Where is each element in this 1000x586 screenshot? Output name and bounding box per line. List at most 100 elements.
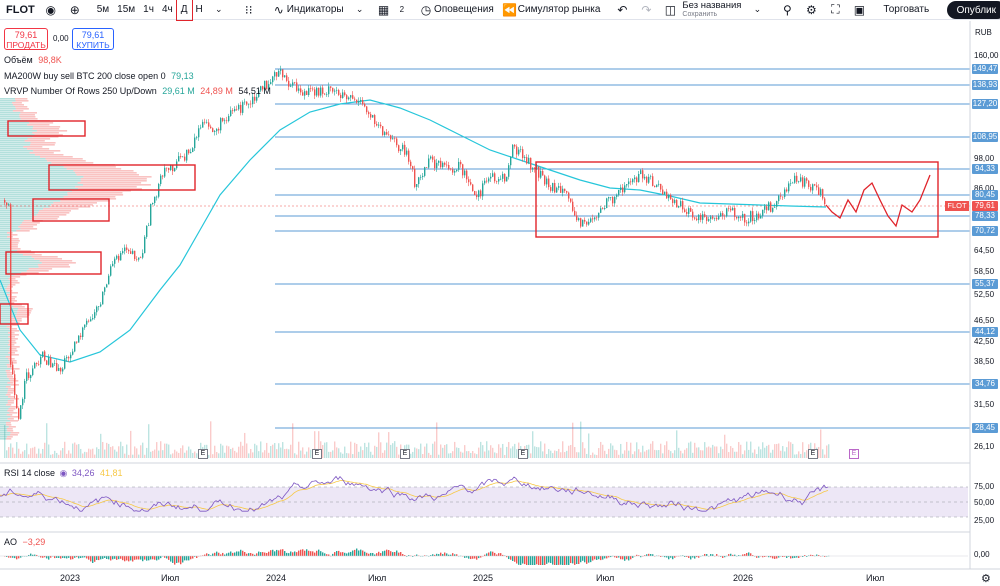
interval-15m[interactable]: 15м — [117, 4, 136, 15]
ao-histogram-bar — [28, 554, 30, 556]
fullscreen-icon[interactable]: ⛶ — [831, 2, 840, 16]
earnings-event-marker[interactable]: E — [312, 449, 322, 459]
currency-label[interactable]: RUB — [975, 28, 992, 37]
ao-legend[interactable]: AO −3,29 — [4, 537, 45, 547]
symbol-search[interactable]: FLOT — [6, 3, 35, 16]
ao-histogram-bar — [308, 550, 310, 556]
volume-bar — [724, 434, 726, 458]
indicators-dropdown-icon[interactable]: ⌄ — [355, 4, 364, 14]
settings-gear-icon[interactable]: ⚙ — [806, 2, 817, 17]
interval-4h[interactable]: 4ч — [161, 4, 173, 15]
level-tag[interactable]: 44,12 — [972, 327, 998, 337]
templates-icon[interactable]: ▦ — [377, 2, 390, 17]
level-tag[interactable]: 34,76 — [972, 379, 998, 389]
earnings-event-marker[interactable]: E — [808, 449, 818, 459]
interval-dropdown-icon[interactable]: ⌄ — [214, 4, 223, 14]
level-tag[interactable]: 55,37 — [972, 279, 998, 289]
camera-icon[interactable]: ▣ — [853, 2, 866, 17]
ao-histogram-bar — [476, 556, 478, 560]
ao-pane[interactable] — [0, 548, 968, 565]
candle-body — [368, 112, 370, 115]
candle-body — [318, 87, 320, 96]
chart-type-icon[interactable]: ⁝⁝ — [244, 2, 253, 17]
vrvp-legend[interactable]: VRVP Number Of Rows 250 Up/Down 29,61 M … — [4, 86, 271, 96]
pane-separators[interactable] — [0, 21, 1000, 570]
volume-profile-up-bar — [0, 218, 32, 220]
candle-body — [764, 206, 766, 210]
redo-icon[interactable]: ↷ — [641, 2, 652, 17]
earnings-event-marker[interactable]: E — [400, 449, 410, 459]
level-tag[interactable]: 80,45 — [972, 190, 998, 200]
ao-histogram-bar — [434, 554, 436, 556]
volume-profile-down-bar — [18, 226, 34, 228]
level-tag[interactable]: 28,45 — [972, 423, 998, 433]
level-tag[interactable]: 138,93 — [972, 80, 998, 90]
level-tag[interactable]: 108,95 — [972, 132, 998, 142]
interval-1h[interactable]: 1ч — [143, 4, 154, 15]
compare-add-icon[interactable]: ⊕ — [69, 2, 80, 17]
future-earnings-event-marker[interactable]: E — [849, 449, 859, 459]
level-tag[interactable]: 127,20 — [972, 99, 998, 109]
ao-histogram-bar — [432, 554, 434, 556]
annotation-boxes-layer[interactable] — [0, 120, 939, 325]
watchlist-icon[interactable]: ◉ — [45, 2, 56, 17]
indicators-button[interactable]: ∿ Индикаторы — [267, 0, 348, 20]
ao-histogram-bar — [260, 552, 262, 556]
rsi-settings-icon[interactable]: ◉ — [59, 468, 68, 478]
ao-histogram-bar — [442, 554, 444, 556]
volume-profile-up-bar — [0, 294, 7, 296]
interval-week[interactable]: Н — [195, 4, 203, 15]
layout-button[interactable]: ◫ Без названия Сохранить — [658, 0, 745, 20]
level-tag[interactable]: 78,33 — [972, 211, 998, 221]
interval-day[interactable]: Д — [175, 0, 193, 21]
level-tag[interactable]: 70,72 — [972, 226, 998, 236]
ao-histogram-bar — [224, 554, 226, 556]
last-price-tag[interactable]: 79,61 — [972, 201, 998, 211]
earnings-event-marker[interactable]: E — [198, 449, 208, 459]
level-tag[interactable]: 149,47 — [972, 64, 998, 74]
ao-histogram-bar — [578, 556, 580, 565]
ma-legend[interactable]: MA200W buy sell BTC 200 close open 0 79,… — [4, 71, 194, 81]
publish-button[interactable]: Опублик — [946, 1, 1000, 19]
ao-histogram-bar — [518, 556, 520, 565]
ao-histogram-bar — [174, 556, 176, 565]
volume-legend[interactable]: Объём 98,8K — [4, 55, 62, 65]
ao-histogram-bar — [30, 553, 32, 556]
quick-search-icon[interactable]: ⚲ — [783, 2, 792, 17]
level-tag[interactable]: 94,33 — [972, 164, 998, 174]
candle-body — [716, 217, 718, 220]
candle-body — [266, 80, 268, 90]
vrvp-total-volume: 54,51 M — [238, 86, 271, 96]
volume-profile-up-bar — [0, 310, 18, 312]
rsi-pane[interactable] — [0, 475, 968, 518]
volume-bar — [548, 449, 550, 458]
undo-icon[interactable]: ↶ — [617, 2, 628, 17]
sell-button[interactable]: 79,61 ПРОДАТЬ — [4, 28, 48, 50]
replay-button[interactable]: ⏪ Симулятор рынка — [498, 0, 605, 20]
ao-histogram-bar — [560, 556, 562, 565]
volume-profile-up-bar — [0, 274, 15, 276]
volume-profile-down-bar — [29, 152, 54, 154]
volume-bar — [762, 442, 764, 458]
candle-body — [208, 122, 210, 127]
volume-bar — [174, 449, 176, 458]
time-axis-settings-icon[interactable]: ⚙ — [981, 573, 991, 585]
rsi-legend[interactable]: RSI 14 close ◉ 34,26 41,81 — [4, 468, 123, 479]
ao-histogram-bar — [116, 556, 118, 560]
trade-button[interactable]: Торговать — [883, 4, 930, 15]
volume-profile-down-bar — [20, 118, 38, 120]
ao-histogram-bar — [552, 556, 554, 565]
price-levels-layer[interactable] — [0, 68, 970, 429]
volume-profile-up-bar — [0, 290, 7, 292]
interval-5m[interactable]: 5м — [96, 4, 110, 15]
candle-body — [102, 291, 104, 305]
candle-body — [186, 149, 188, 161]
candle-body — [608, 197, 610, 199]
buy-button[interactable]: 79,61 КУПИТЬ — [72, 28, 114, 50]
alerts-button[interactable]: ◷ Оповещения — [414, 0, 498, 20]
volume-profile-up-bar — [0, 280, 10, 282]
layout-dropdown-icon[interactable]: ⌄ — [753, 4, 762, 14]
volume-bar — [826, 445, 828, 458]
earnings-event-marker[interactable]: E — [518, 449, 528, 459]
volume-profile-down-bar — [40, 156, 73, 158]
